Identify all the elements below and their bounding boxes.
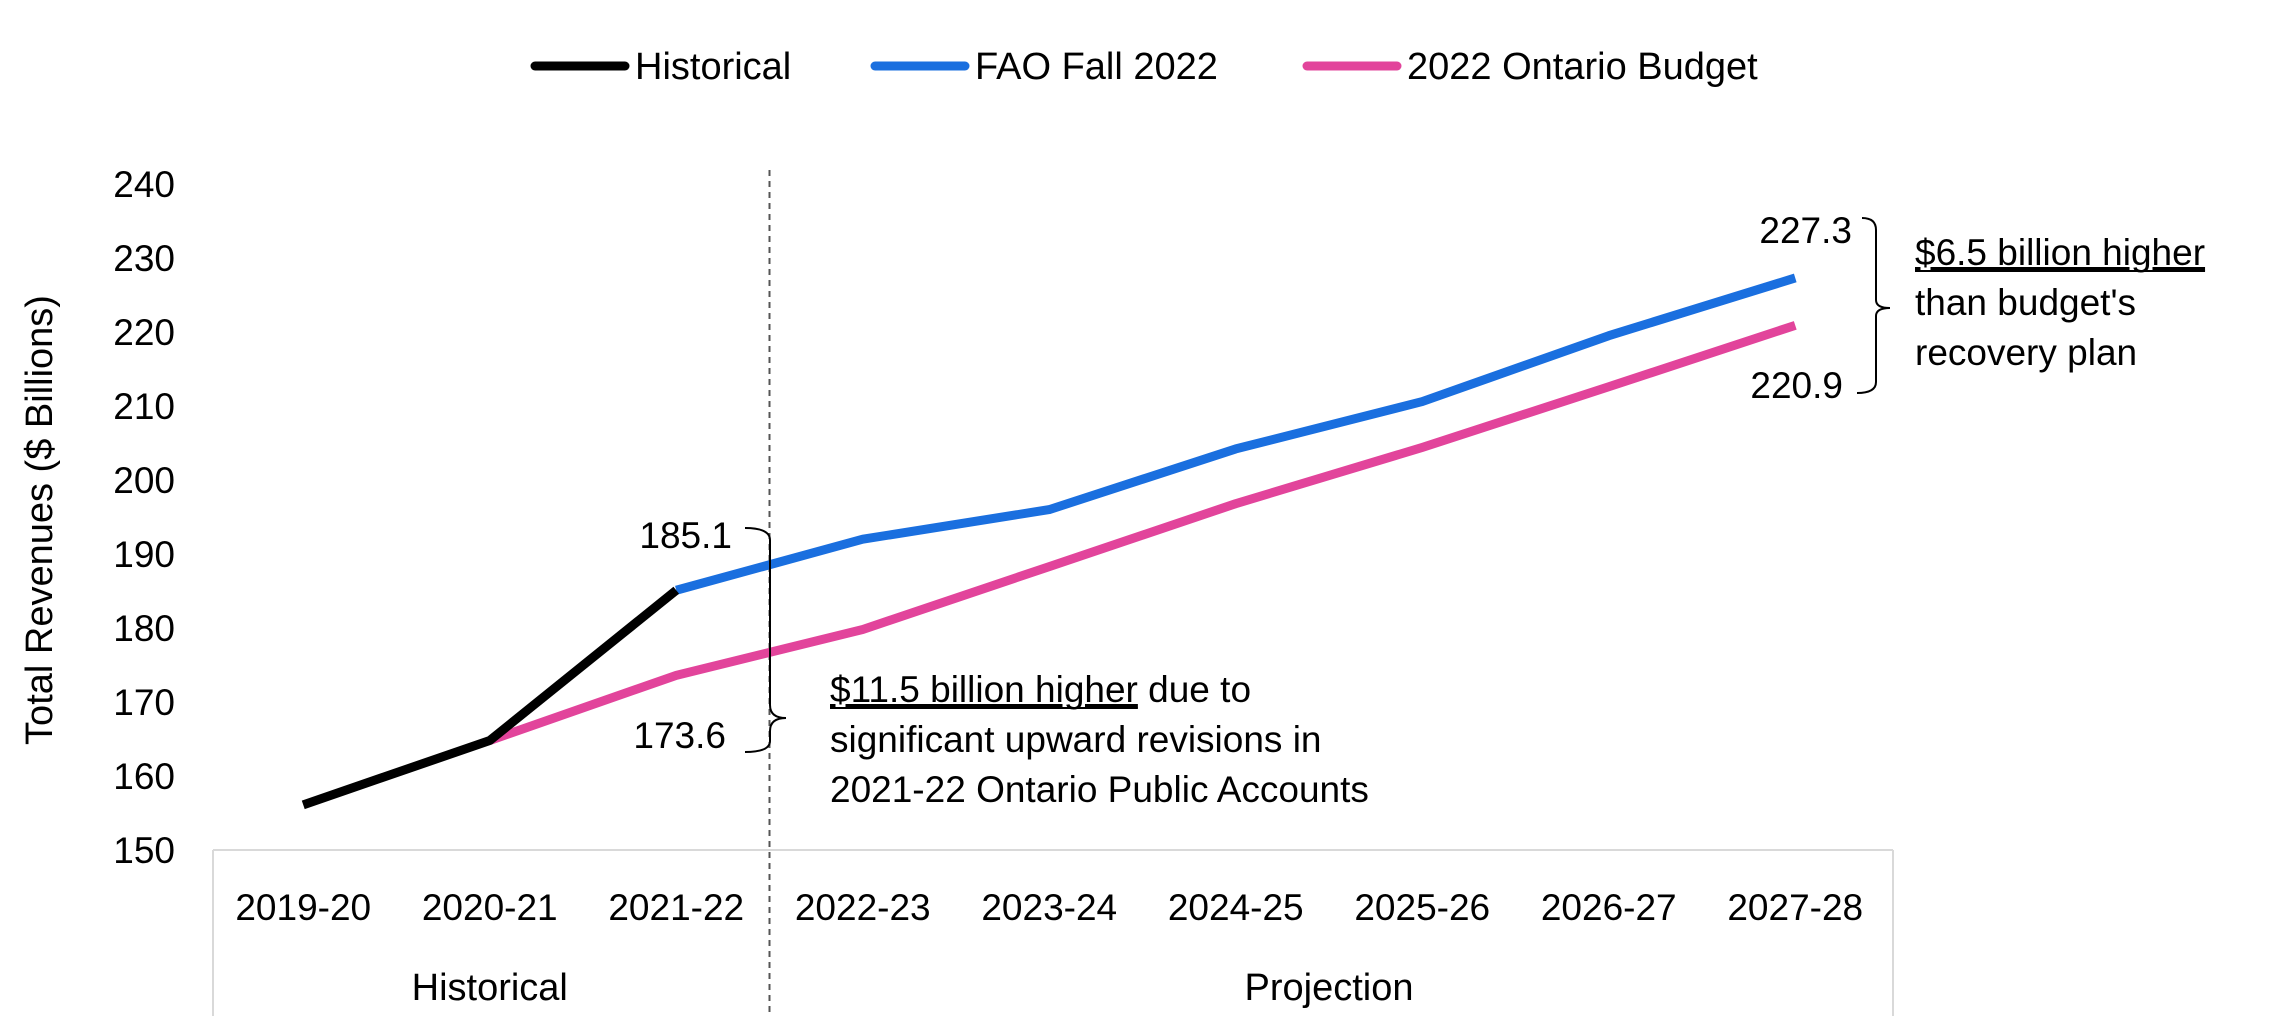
y-tick-label: 150: [113, 830, 175, 871]
series-lines: [301, 273, 1797, 810]
legend: Historical FAO Fall 2022 2022 Ontario Budg…: [530, 46, 1758, 88]
annotation-highlight-2: $6.5 billion higher: [1915, 232, 2205, 273]
x-tick-label: 2020-21: [422, 887, 558, 928]
data-labels: 185.1 173.6 227.3 220.9: [633, 210, 1852, 756]
annotation-line: significant upward revisions in: [830, 719, 1322, 760]
y-tick-label: 230: [113, 238, 175, 279]
data-label-fao-fall-2022-2027-28: 227.3: [1759, 210, 1852, 251]
y-axis-ticks: 150 160 170 180 190 200 210 220 230 240: [113, 164, 175, 871]
x-tick-label: 2024-25: [1168, 887, 1304, 928]
data-label-2022-ontario-budget-2027-28: 220.9: [1750, 365, 1843, 406]
legend-label-historical: Historical: [635, 46, 791, 88]
data-label-fao-fall-2022-2021-22: 185.1: [639, 515, 732, 556]
x-tick-label: 2022-23: [795, 887, 931, 928]
x-group-label-historical: Historical: [412, 967, 568, 1009]
annotation-line: than budget's: [1915, 282, 2136, 323]
x-tick-label: 2026-27: [1541, 887, 1677, 928]
x-tick-label: 2019-20: [235, 887, 371, 928]
legend-label-2022-ontario-budget: 2022 Ontario Budget: [1407, 46, 1758, 88]
y-tick-label: 160: [113, 756, 175, 797]
legend-label-fao-fall-2022: FAO Fall 2022: [975, 46, 1218, 88]
x-tick-label: 2023-24: [981, 887, 1117, 928]
y-axis-label: Total Revenues ($ Billions): [19, 295, 61, 745]
x-tick-label: 2025-26: [1354, 887, 1490, 928]
y-tick-label: 170: [113, 682, 175, 723]
bracket-2021-22-gap: [744, 527, 787, 753]
annotation-highlight-1: $11.5 billion higher: [830, 669, 1138, 710]
y-tick-label: 210: [113, 386, 175, 427]
x-axis: 2019-20 2020-21 2021-22 2022-23 2023-24 2024-…: [212, 170, 1894, 1016]
annotation-line: 2021-22 Ontario Public Accounts: [830, 769, 1369, 810]
bracket-2027-28-gap: [1856, 217, 1891, 394]
series-line-fao-fall-2022: [675, 273, 1797, 595]
annotations: $11.5 billion higher due to significant u…: [744, 217, 2206, 810]
y-tick-label: 220: [113, 312, 175, 353]
annotation-text-1: $11.5 billion higher due to: [830, 669, 1251, 710]
y-tick-label: 180: [113, 608, 175, 649]
y-tick-label: 190: [113, 534, 175, 575]
x-tick-label: 2021-22: [608, 887, 744, 928]
annotation-rest-1: due to: [1138, 669, 1251, 710]
y-tick-label: 240: [113, 164, 175, 205]
x-tick-label: 2027-28: [1727, 887, 1863, 928]
y-tick-label: 200: [113, 460, 175, 501]
series-line-2022-ontario-budget: [488, 321, 1797, 745]
series-line-historical: [301, 586, 680, 810]
data-label-2022-ontario-budget-2021-22: 173.6: [633, 715, 726, 756]
annotation-text-2: $6.5 billion higher: [1915, 232, 2205, 273]
x-group-label-projection: Projection: [1245, 967, 1414, 1009]
annotation-line: recovery plan: [1915, 332, 2137, 373]
